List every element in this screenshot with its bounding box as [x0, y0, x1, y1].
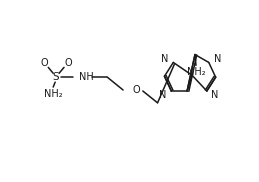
Text: NH₂: NH₂	[44, 89, 62, 99]
Text: O: O	[40, 58, 48, 68]
Text: N: N	[211, 90, 218, 100]
Text: O: O	[132, 85, 140, 95]
Text: N: N	[214, 54, 221, 64]
Text: NH: NH	[79, 72, 93, 82]
Text: N: N	[159, 90, 167, 100]
Text: NH₂: NH₂	[187, 67, 205, 77]
Text: S: S	[53, 72, 60, 82]
Text: N: N	[161, 54, 168, 64]
Text: O: O	[64, 58, 72, 68]
